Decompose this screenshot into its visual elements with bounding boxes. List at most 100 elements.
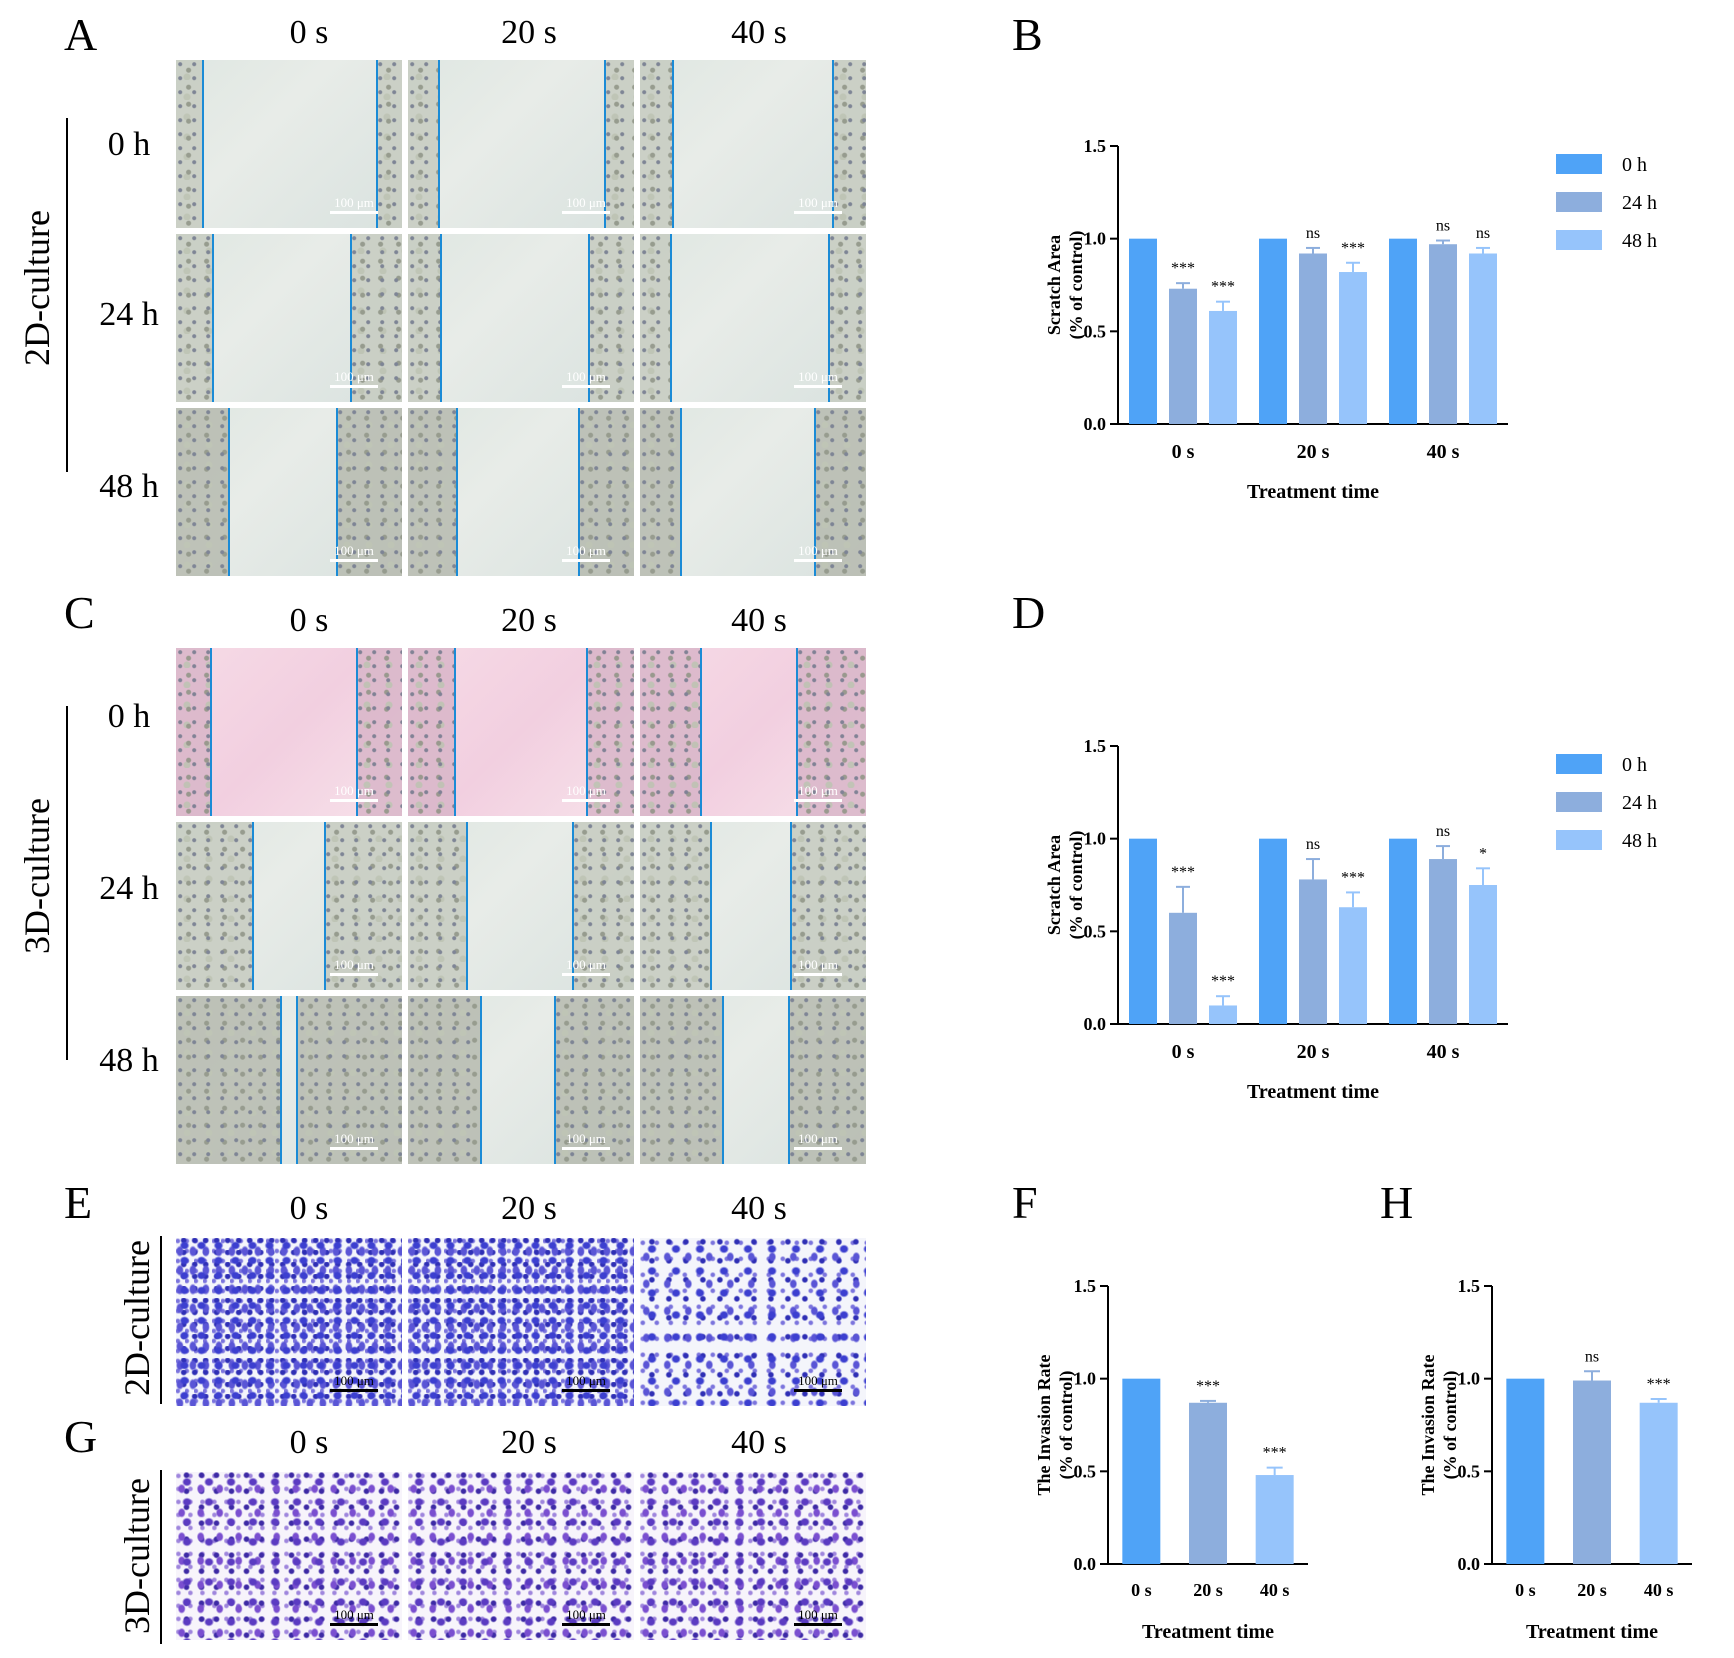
bar-0s: [1506, 1378, 1545, 1564]
column-label-0s: 0 s: [289, 14, 329, 51]
significance-label: ***: [1341, 240, 1365, 257]
significance-label: ns: [1436, 823, 1450, 840]
significance-label: ***: [1171, 864, 1195, 881]
legend-label-24h: 24 h: [1622, 192, 1657, 214]
micrograph-2d-48h-40s: 100 μm: [640, 408, 866, 576]
y-tick-label: 1.5: [1084, 736, 1107, 756]
group-bracket-3d-invasion: [160, 1470, 162, 1644]
y-tick-label: 0.0: [1084, 1014, 1107, 1034]
panel-letter-c: C: [64, 587, 95, 638]
bar-20s: [1189, 1402, 1227, 1564]
bar-24h-40s: [1429, 244, 1457, 424]
y-tick-label: 0.5: [1084, 321, 1107, 341]
y-tick-label: 0.5: [1458, 1461, 1481, 1481]
column-label-20s: 20 s: [501, 14, 557, 51]
x-tick-label: 40 s: [1427, 441, 1460, 463]
x-tick-label: 40 s: [1427, 1041, 1460, 1063]
micrograph-2d-24h-0s: 100 μm: [176, 234, 402, 402]
x-tick-label: 20 s: [1193, 1580, 1223, 1600]
transwell-3d-0s: 100 μm: [176, 1472, 402, 1640]
column-label-0s: 0 s: [289, 602, 329, 639]
transwell-3d-20s: 100 μm: [408, 1472, 634, 1640]
column-label-20s: 20 s: [501, 1424, 557, 1461]
x-tick-label: 40 s: [1644, 1580, 1674, 1600]
y-axis-label: Scratch Area: [1044, 835, 1064, 935]
bar-24h-20s: [1299, 253, 1327, 424]
chart-f-invasion-2d: 0.0 0.5 1.0 1.5 The Invasion Rate (% of contr…: [1034, 1276, 1308, 1643]
panel-letter-e: E: [64, 1177, 93, 1228]
chart-d-scratch-area-3d: 0.0 0.5 1.0 1.5 Scratch Area (% of control) Tr…: [1044, 736, 1657, 1103]
bar-0h-40s: [1389, 838, 1417, 1024]
y-axis-label-unit: (% of control): [1440, 1371, 1461, 1480]
row-label-24h: 24 h: [99, 870, 159, 907]
row-label-48h: 48 h: [99, 468, 159, 505]
column-label-40s: 40 s: [731, 1190, 787, 1227]
x-axis-label: Treatment time: [1526, 1621, 1658, 1643]
micrograph-2d-0h-0s: 100 μm: [176, 60, 402, 228]
y-axis-label-unit: (% of control): [1066, 231, 1087, 340]
bar-0h-20s: [1259, 838, 1287, 1024]
y-tick-label: 0.0: [1458, 1554, 1481, 1574]
column-label-20s: 20 s: [501, 1190, 557, 1227]
x-axis-label: Treatment time: [1247, 1081, 1379, 1103]
legend-swatch-24h: [1556, 192, 1602, 212]
bar-0h-20s: [1259, 238, 1287, 424]
column-label-40s: 40 s: [731, 602, 787, 639]
significance-label: ns: [1306, 836, 1320, 853]
legend-swatch-48h: [1556, 830, 1602, 850]
row-label-24h: 24 h: [99, 296, 159, 333]
row-label-0h: 0 h: [107, 126, 151, 163]
legend-label-24h: 24 h: [1622, 792, 1657, 814]
column-label-0s: 0 s: [289, 1424, 329, 1461]
x-tick-label: 0 s: [1131, 1580, 1152, 1600]
significance-label: *: [1479, 845, 1487, 862]
panel-letter-d: D: [1012, 587, 1046, 638]
y-axis-label: Scratch Area: [1044, 235, 1064, 335]
group-label-2d-scratch: 2D-culture: [17, 210, 57, 366]
group-bracket-3d-scratch: [66, 706, 68, 1060]
micrograph-3d-48h-40s: 100 μm: [640, 996, 866, 1164]
bar-48h-40s: [1469, 885, 1497, 1024]
y-tick-label: 0.0: [1074, 1554, 1097, 1574]
bar-24h-40s: [1429, 859, 1457, 1024]
y-tick-label: 1.5: [1458, 1276, 1481, 1296]
significance-label: ***: [1211, 973, 1235, 990]
y-axis-label-unit: (% of control): [1066, 831, 1087, 940]
significance-label: ***: [1211, 279, 1235, 296]
y-tick-label: 0.5: [1084, 921, 1107, 941]
bar-48h-20s: [1339, 272, 1367, 424]
x-axis-label: Treatment time: [1247, 481, 1379, 503]
micrograph-3d-24h-0s: 100 μm: [176, 822, 402, 990]
x-tick-label: 0 s: [1515, 1580, 1536, 1600]
bar-24h-0s: [1169, 288, 1197, 424]
y-axis-label: The Invasion Rate: [1418, 1354, 1438, 1495]
micrograph-3d-48h-0s: 100 μm: [176, 996, 402, 1164]
x-tick-label: 40 s: [1260, 1580, 1290, 1600]
transwell-2d-40s: 100 μm: [640, 1238, 866, 1406]
column-label-40s: 40 s: [731, 1424, 787, 1461]
bar-40s: [1639, 1402, 1678, 1564]
bar-40s: [1255, 1475, 1294, 1564]
panel-letter-a: A: [64, 9, 98, 60]
group-label-3d-invasion: 3D-culture: [117, 1478, 157, 1634]
micrograph-3d-48h-20s: 100 μm: [408, 996, 634, 1164]
bar-48h-40s: [1469, 253, 1497, 424]
micrograph-2d-48h-20s: 100 μm: [408, 408, 634, 576]
group-label-2d-invasion: 2D-culture: [117, 1240, 157, 1396]
panel-letter-g: G: [64, 1411, 98, 1462]
y-tick-label: 1.0: [1084, 229, 1107, 249]
column-label-20s: 20 s: [501, 602, 557, 639]
panel-letter-f: F: [1012, 1177, 1038, 1228]
micrograph-3d-0h-40s: 100 μm: [640, 648, 866, 816]
significance-label: ns: [1436, 218, 1450, 235]
micrograph-2d-24h-40s: 100 μm: [640, 234, 866, 402]
micrograph-3d-0h-20s: 100 μm: [408, 648, 634, 816]
bar-0h-0s: [1129, 238, 1157, 424]
legend-swatch-24h: [1556, 792, 1602, 812]
micrograph-2d-0h-20s: 100 μm: [408, 60, 634, 228]
y-axis-label: The Invasion Rate: [1034, 1354, 1054, 1495]
y-tick-label: 1.0: [1074, 1369, 1097, 1389]
bar-24h-20s: [1299, 879, 1327, 1024]
y-tick-label: 0.0: [1084, 414, 1107, 434]
micrograph-2d-48h-0s: 100 μm: [176, 408, 402, 576]
